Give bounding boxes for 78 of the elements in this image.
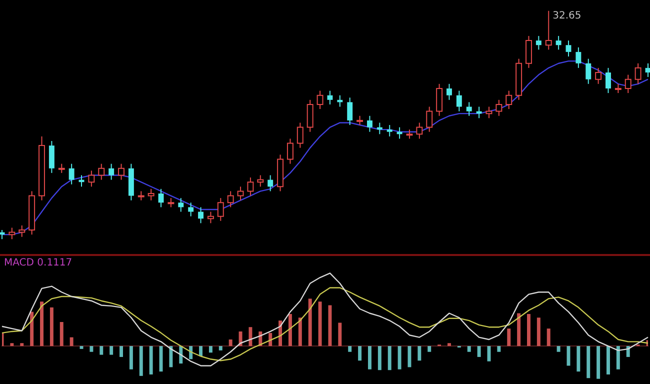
bar	[110, 346, 114, 355]
bar	[576, 346, 580, 372]
bar	[90, 346, 94, 352]
bar	[318, 302, 322, 346]
bar	[189, 346, 193, 360]
bar	[308, 298, 312, 346]
candlestick	[158, 188, 164, 208]
bar	[40, 302, 44, 346]
candlestick	[446, 83, 452, 100]
bar	[298, 318, 302, 346]
bar	[536, 318, 540, 346]
bar	[507, 328, 511, 346]
candlestick	[108, 163, 114, 180]
candlestick	[586, 58, 592, 84]
candlestick	[327, 90, 333, 105]
bar	[616, 346, 620, 370]
bar	[248, 327, 252, 346]
bar	[10, 343, 14, 346]
candlestick	[386, 124, 392, 137]
bar	[149, 346, 153, 374]
candlestick	[606, 67, 611, 94]
bar	[50, 307, 54, 346]
bar	[139, 346, 143, 376]
bar	[208, 346, 212, 353]
bar	[70, 337, 74, 346]
text: MACD 0.1117	[4, 258, 72, 269]
bar	[497, 346, 501, 352]
bar	[100, 346, 104, 355]
bar	[388, 346, 392, 370]
bar	[169, 346, 173, 368]
candlestick	[536, 35, 542, 50]
candlestick	[68, 163, 74, 185]
candlestick	[456, 90, 462, 112]
bar	[398, 346, 402, 370]
bar	[348, 346, 352, 352]
bar	[328, 305, 332, 346]
bar	[408, 346, 412, 368]
bar	[546, 328, 550, 346]
bar	[30, 312, 34, 346]
candlestick	[268, 174, 274, 192]
bar	[358, 346, 362, 361]
bar	[596, 346, 600, 379]
candlestick	[566, 40, 572, 58]
bar	[517, 313, 521, 346]
bar	[288, 314, 292, 346]
bar	[477, 346, 481, 357]
bar	[487, 346, 491, 362]
bar	[586, 346, 590, 378]
bar	[527, 314, 530, 346]
bar	[238, 331, 242, 346]
bar	[428, 346, 432, 352]
bar	[159, 346, 163, 372]
bar	[418, 346, 422, 361]
bar	[338, 322, 342, 346]
candlestick	[576, 46, 582, 68]
candlestick	[366, 115, 372, 132]
bar	[218, 346, 222, 350]
bar	[20, 343, 24, 346]
bar	[129, 346, 133, 370]
candlestick	[178, 198, 184, 212]
bar	[228, 339, 232, 346]
bar	[268, 332, 272, 346]
bar	[120, 346, 123, 357]
bar	[199, 346, 203, 356]
bar	[60, 322, 64, 346]
candlestick	[347, 97, 353, 126]
bar	[368, 346, 372, 370]
candlestick	[48, 140, 54, 174]
candlestick	[466, 102, 472, 116]
bar	[447, 343, 451, 346]
annotation: 32.65	[552, 10, 582, 22]
bar	[606, 346, 610, 374]
bar	[467, 346, 471, 352]
candlestick	[556, 35, 562, 50]
bar	[556, 346, 560, 352]
bar	[378, 346, 382, 370]
candlestick	[188, 202, 194, 217]
candlestick	[198, 206, 204, 224]
